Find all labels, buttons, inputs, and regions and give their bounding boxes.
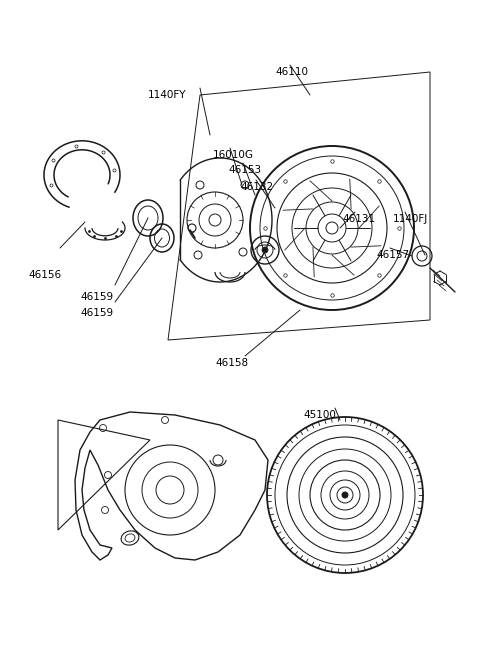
Text: 46159: 46159 — [80, 308, 113, 318]
Text: 1140FY: 1140FY — [148, 90, 187, 100]
Text: 45100: 45100 — [303, 410, 336, 420]
Text: 16010G: 16010G — [213, 150, 254, 160]
Circle shape — [342, 492, 348, 498]
Text: 46110: 46110 — [275, 67, 308, 77]
Text: 46157: 46157 — [376, 250, 409, 260]
Circle shape — [262, 247, 268, 253]
Text: 46131: 46131 — [342, 214, 375, 224]
Text: 46158: 46158 — [215, 358, 248, 368]
Text: 46159: 46159 — [80, 292, 113, 302]
Text: 46156: 46156 — [28, 270, 61, 280]
Text: 46153: 46153 — [228, 165, 261, 175]
Text: 1140FJ: 1140FJ — [393, 214, 428, 224]
Text: 46132: 46132 — [240, 182, 273, 192]
